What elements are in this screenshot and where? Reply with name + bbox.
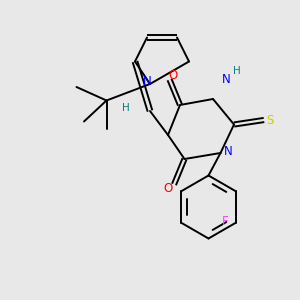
Text: N: N [224, 145, 232, 158]
Text: S: S [266, 113, 274, 127]
Text: O: O [169, 69, 178, 82]
Text: F: F [222, 215, 229, 228]
Text: N: N [222, 73, 231, 86]
Text: N: N [143, 75, 152, 88]
Text: H: H [122, 103, 130, 113]
Text: H: H [233, 65, 241, 76]
Text: O: O [164, 182, 172, 195]
